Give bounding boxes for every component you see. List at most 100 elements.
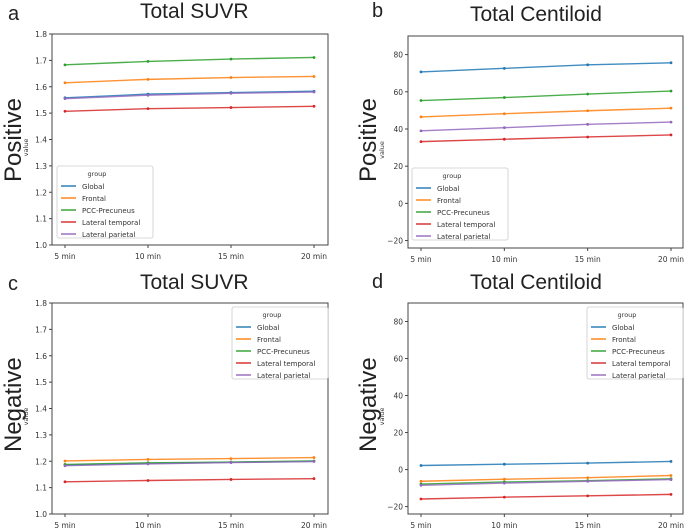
legend-title: group	[443, 172, 462, 180]
data-point-frontal	[419, 479, 423, 483]
legend-entry: Frontal	[612, 336, 636, 344]
series-line-lateral-parietal	[420, 121, 672, 132]
y-tick-label: 1.0	[35, 241, 47, 250]
series-line-lateral-temporal	[64, 105, 315, 112]
data-point-frontal	[146, 77, 150, 81]
x-tick-label: 20 min	[301, 521, 327, 530]
data-point-pcc-precuneus	[669, 89, 673, 93]
data-point-frontal	[63, 81, 67, 85]
legend-box	[586, 306, 684, 380]
y-tick-label: −20	[387, 237, 403, 246]
series-line-lateral-temporal	[64, 477, 315, 483]
data-point-lateral-temporal	[669, 492, 673, 496]
data-point-lateral-parietal	[146, 462, 150, 466]
x-tick-label: 5 min	[54, 252, 76, 261]
legend: group Global Frontal PCC-Precuneus Lateral t…	[586, 306, 684, 380]
data-point-pcc-precuneus	[229, 57, 233, 61]
data-point-global	[502, 462, 506, 466]
x-tick-label: 5 min	[410, 521, 432, 530]
data-point-global	[502, 66, 506, 70]
y-tick-label: 1.5	[35, 109, 47, 118]
data-point-frontal	[502, 112, 506, 116]
data-point-lateral-temporal	[63, 480, 67, 484]
y-tick-label: 20	[393, 162, 403, 171]
panel-title-d: Total Centiloid	[470, 271, 602, 294]
panel-letter-a: a	[8, 3, 20, 25]
data-point-lateral-parietal	[586, 479, 590, 483]
legend-title: group	[263, 311, 282, 319]
data-point-lateral-temporal	[229, 478, 233, 481]
x-tick-label: 10 min	[491, 521, 517, 530]
series-line-lateral-parietal	[420, 478, 672, 487]
series-line-frontal	[420, 474, 672, 482]
data-point-lateral-temporal	[586, 494, 590, 498]
legend-entry: Lateral parietal	[257, 372, 310, 380]
legend-entry: PCC-Precuneus	[437, 209, 490, 217]
legend-box	[411, 167, 509, 241]
chart-c-total-suvr-negative: 1.0 1.1 1.2 1.3 1.4 1.5 1.6 1.7 1.8 5 min 10 min 15…	[22, 299, 329, 530]
data-point-frontal	[419, 115, 423, 119]
data-point-lateral-parietal	[229, 461, 233, 464]
y-tick-label: 60	[393, 355, 403, 364]
data-point-lateral-parietal	[312, 90, 316, 94]
y-tick-label: 1.5	[35, 378, 47, 387]
series-line-lateral-temporal	[420, 134, 672, 143]
data-point-lateral-temporal	[419, 140, 423, 144]
y-tick-label: 1.3	[35, 431, 47, 440]
y-axis-label: value	[378, 408, 386, 426]
panel-letter-c: c	[8, 273, 18, 295]
y-tick-label: 1.8	[35, 30, 47, 39]
data-point-lateral-parietal	[63, 97, 67, 101]
series-line-global	[420, 460, 672, 467]
series-line-pcc-precuneus	[420, 90, 672, 102]
data-point-global	[419, 70, 423, 74]
y-tick-label: 1.4	[35, 405, 47, 414]
data-point-lateral-temporal	[146, 479, 150, 482]
legend-entry: Lateral parietal	[612, 372, 665, 380]
data-point-global	[586, 63, 590, 67]
y-tick-label: 1.7	[35, 56, 47, 65]
chart-d-total-centiloid-negative: −20 0 20 40 60 80 5 min 10 min 15 min 20 min value…	[378, 302, 684, 530]
legend-entry: Lateral temporal	[82, 219, 140, 227]
series-line-lateral-parietal	[64, 91, 315, 100]
data-point-frontal	[669, 106, 673, 110]
series-line-pcc-precuneus	[64, 56, 315, 66]
data-point-lateral-parietal	[146, 93, 150, 97]
plot-frame	[407, 302, 684, 515]
data-point-lateral-parietal	[502, 481, 506, 485]
data-point-lateral-temporal	[312, 104, 316, 108]
data-point-frontal	[312, 75, 316, 78]
data-point-lateral-temporal	[586, 135, 590, 139]
legend-entry: Frontal	[437, 197, 461, 205]
x-tick-label: 20 min	[658, 255, 684, 264]
legend-entry: PCC-Precuneus	[612, 348, 665, 356]
y-tick-label: 1.8	[35, 299, 47, 308]
y-axis-label: value	[378, 141, 386, 159]
y-tick-label: 80	[393, 318, 403, 327]
x-tick-label: 20 min	[301, 252, 327, 261]
y-tick-label: 20	[393, 429, 403, 438]
data-point-frontal	[229, 76, 233, 79]
data-point-pcc-precuneus	[419, 99, 423, 102]
x-tick-label: 15 min	[218, 252, 244, 261]
y-tick-label: 1.2	[35, 188, 47, 197]
data-point-lateral-parietal	[312, 460, 316, 463]
y-tick-label: −20	[387, 503, 403, 512]
y-tick-label: 60	[393, 88, 403, 97]
series-line-lateral-parietal	[64, 460, 315, 467]
data-point-lateral-parietal	[63, 464, 67, 468]
data-point-lateral-parietal	[419, 483, 423, 487]
legend-title: group	[618, 311, 637, 319]
y-axis-label: value	[22, 139, 30, 157]
data-point-pcc-precuneus	[586, 92, 590, 96]
legend-entry: Global	[612, 324, 634, 332]
legend-entry: Lateral temporal	[437, 221, 495, 229]
legend-entry: Global	[437, 185, 459, 193]
data-point-frontal	[229, 457, 233, 461]
legend-entry: Global	[257, 324, 279, 332]
x-tick-label: 20 min	[658, 521, 684, 530]
data-point-lateral-parietal	[502, 126, 506, 130]
y-tick-label: 1.0	[35, 510, 47, 519]
data-point-global	[419, 464, 423, 467]
x-tick-label: 15 min	[575, 255, 601, 264]
